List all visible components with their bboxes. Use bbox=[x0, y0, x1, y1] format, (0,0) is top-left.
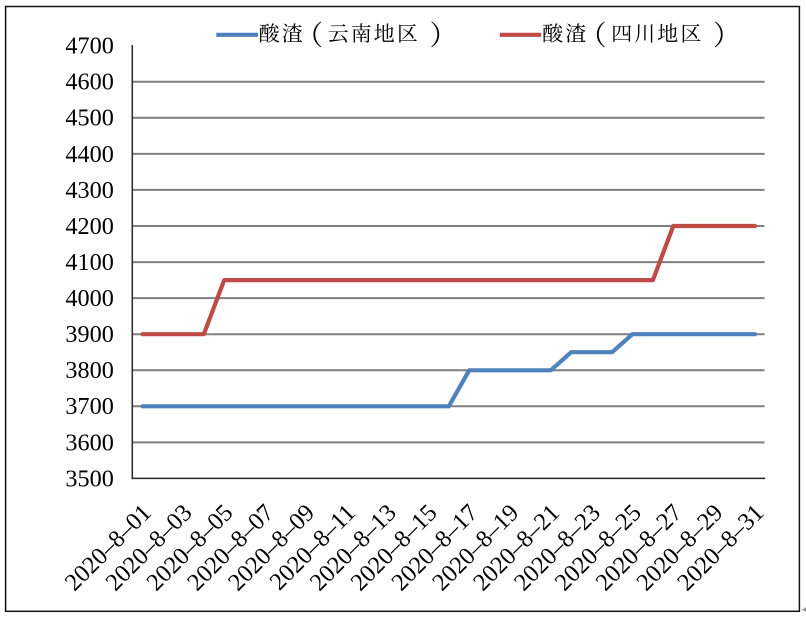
svg-text:3500: 3500 bbox=[65, 465, 113, 492]
svg-text:4500: 4500 bbox=[65, 105, 113, 132]
svg-text:4200: 4200 bbox=[65, 213, 113, 240]
svg-text:3900: 3900 bbox=[65, 321, 113, 348]
svg-text:3600: 3600 bbox=[65, 429, 113, 456]
svg-text:4100: 4100 bbox=[65, 249, 113, 276]
svg-text:4700: 4700 bbox=[65, 33, 113, 60]
svg-text:3800: 3800 bbox=[65, 357, 113, 384]
svg-text:4300: 4300 bbox=[65, 177, 113, 204]
svg-text:4600: 4600 bbox=[65, 69, 113, 96]
svg-text:4400: 4400 bbox=[65, 141, 113, 168]
svg-text:4000: 4000 bbox=[65, 285, 113, 312]
svg-text:3700: 3700 bbox=[65, 393, 113, 420]
